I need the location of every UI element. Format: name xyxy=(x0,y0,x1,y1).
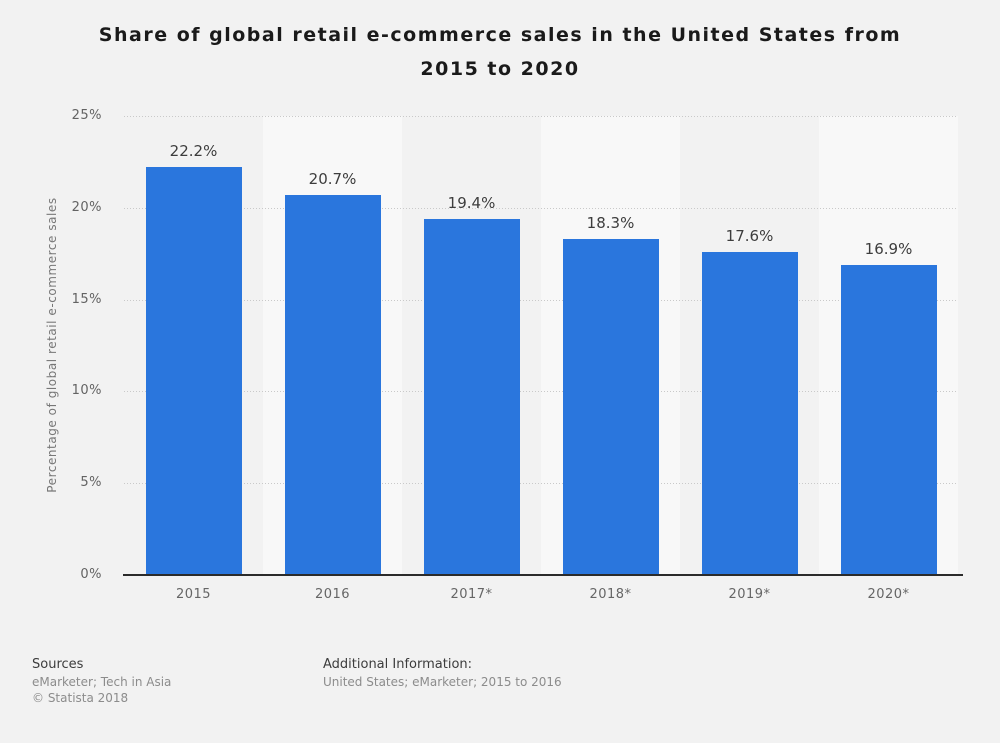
x-axis-line xyxy=(123,574,963,576)
x-tick-label-2020*: 2020* xyxy=(867,587,910,602)
copyright: © Statista 2018 xyxy=(32,691,129,705)
x-tick-label-2018*: 2018* xyxy=(589,587,632,602)
gridline-5 xyxy=(124,483,958,485)
value-label-2019*: 17.6% xyxy=(725,226,774,245)
value-label-2017*: 19.4% xyxy=(447,193,496,212)
y-tick-label-0: 0% xyxy=(80,567,102,582)
gridline-10 xyxy=(124,391,958,393)
y-tick-label-25: 25% xyxy=(71,108,102,123)
bar-2020* xyxy=(840,264,937,575)
x-tick-label-2016: 2016 xyxy=(314,587,351,602)
bar-2018* xyxy=(562,239,659,575)
bar-2016 xyxy=(284,194,381,575)
x-tick-label-2015: 2015 xyxy=(175,587,212,602)
y-tick-label-15: 15% xyxy=(71,291,102,307)
y-tick-label-20: 20% xyxy=(71,199,102,215)
value-label-2016: 20.7% xyxy=(308,169,357,188)
bar-2019* xyxy=(701,251,798,575)
value-label-2015: 22.2% xyxy=(169,142,218,161)
gridline-20 xyxy=(124,207,958,209)
bar-2015 xyxy=(145,167,242,575)
x-tick-label-2019*: 2019* xyxy=(728,587,771,602)
gridline-25 xyxy=(124,116,958,117)
additional-information-line: United States; eMarketer; 2015 to 2016 xyxy=(323,675,562,689)
chart-title: Share of global retail e-commerce sales … xyxy=(98,24,902,80)
sources-heading: Sources xyxy=(32,657,84,672)
y-tick-label-10: 10% xyxy=(71,383,102,399)
additional-information-heading: Additional Information: xyxy=(323,657,473,672)
bar-2017* xyxy=(423,218,520,575)
y-tick-label-5: 5% xyxy=(80,475,102,491)
sources-line: eMarketer; Tech in Asia xyxy=(32,675,172,689)
x-tick-label-2017*: 2017* xyxy=(450,587,493,602)
value-label-2020*: 16.9% xyxy=(864,239,913,258)
y-axis-title: Percentage of global retail e-commerce s… xyxy=(45,197,59,493)
value-label-2018*: 18.3% xyxy=(586,214,635,233)
gridline-15 xyxy=(124,299,958,301)
plot-area: 22.2% 20.7% 19.4% 18.3% 17.6% 16.9% xyxy=(124,116,958,575)
